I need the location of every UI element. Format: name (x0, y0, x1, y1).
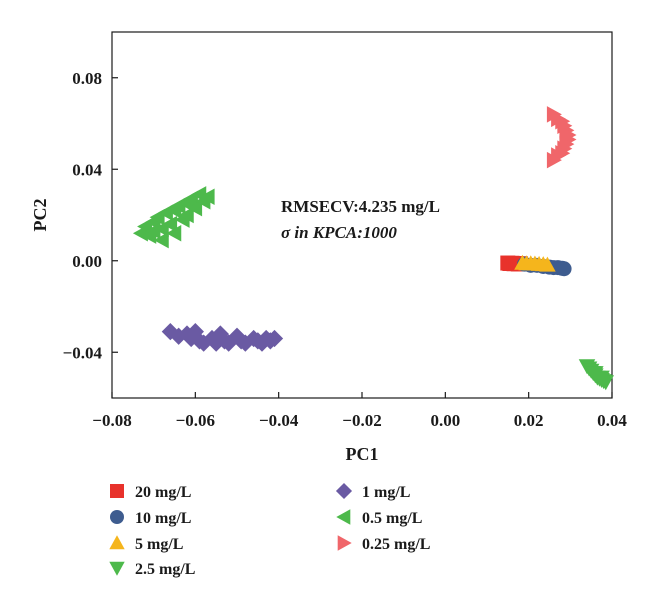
data-point (265, 329, 284, 348)
x-tick-label: −0.08 (92, 411, 131, 430)
y-axis-title: PC2 (30, 199, 50, 232)
legend-marker (110, 484, 124, 498)
data-point (587, 366, 604, 382)
legend-label: 5 mg/L (135, 536, 183, 553)
legend: 20 mg/L 10 mg/L 5 mg/L 2.5 mg/L 1 mg/L 0.5 mg… (109, 482, 430, 578)
legend-item: 0.5 mg/L (336, 509, 422, 527)
legend-item: 0.25 mg/L (337, 535, 430, 553)
legend-marker (109, 561, 125, 576)
series-triangle-left (132, 186, 215, 249)
data-point (199, 188, 215, 205)
legend-marker (337, 535, 352, 551)
sigma-annotation: σ in KPCA:1000 (281, 223, 397, 242)
data-point (153, 231, 169, 249)
x-axis: −0.08 −0.06 −0.04 −0.02 0.00 0.02 0.04 (92, 392, 627, 430)
data-point (539, 256, 556, 272)
x-tick-label: 0.00 (430, 411, 460, 430)
legend-marker (335, 482, 353, 500)
data-point (145, 222, 161, 240)
series-triangle-down (578, 359, 614, 391)
data-point (166, 225, 182, 242)
legend-item: 2.5 mg/L (109, 561, 195, 578)
y-axis: −0.04 0.00 0.04 0.08 (63, 69, 118, 362)
x-tick-label: 0.02 (514, 411, 544, 430)
legend-marker (109, 535, 125, 550)
legend-item: 5 mg/L (109, 535, 183, 553)
y-tick-label: 0.00 (72, 252, 102, 271)
legend-item: 20 mg/L (110, 484, 191, 501)
data-point (157, 204, 173, 221)
legend-marker (336, 509, 351, 525)
legend-label: 1 mg/L (362, 484, 410, 501)
data-point (187, 199, 203, 217)
x-tick-label: −0.06 (176, 411, 215, 430)
plot-area (111, 31, 614, 399)
data-point (162, 215, 178, 233)
legend-label: 0.5 mg/L (362, 510, 422, 527)
legend-marker (110, 510, 124, 524)
x-tick-label: 0.04 (597, 411, 627, 430)
data-point (556, 261, 572, 277)
series-triangle-up (514, 254, 556, 272)
data-point (178, 206, 194, 224)
y-tick-label: −0.04 (63, 343, 103, 362)
legend-label: 20 mg/L (135, 484, 191, 501)
x-tick-label: −0.02 (342, 411, 381, 430)
legend-label: 0.25 mg/L (362, 536, 430, 553)
series-triangle-right (546, 106, 577, 169)
rmsecv-annotation: RMSECV:4.235 mg/L (281, 197, 440, 216)
series-diamond (161, 323, 284, 352)
legend-label: 10 mg/L (135, 510, 191, 527)
legend-item: 10 mg/L (110, 510, 191, 527)
y-tick-label: 0.04 (72, 160, 102, 179)
data-point (546, 151, 562, 169)
legend-label: 2.5 mg/L (135, 561, 195, 578)
data-points (132, 106, 614, 391)
x-axis-title: PC1 (346, 444, 379, 464)
y-tick-label: 0.08 (72, 69, 102, 88)
data-point (170, 197, 186, 215)
x-tick-label: −0.04 (259, 411, 299, 430)
legend-item: 1 mg/L (335, 482, 410, 501)
